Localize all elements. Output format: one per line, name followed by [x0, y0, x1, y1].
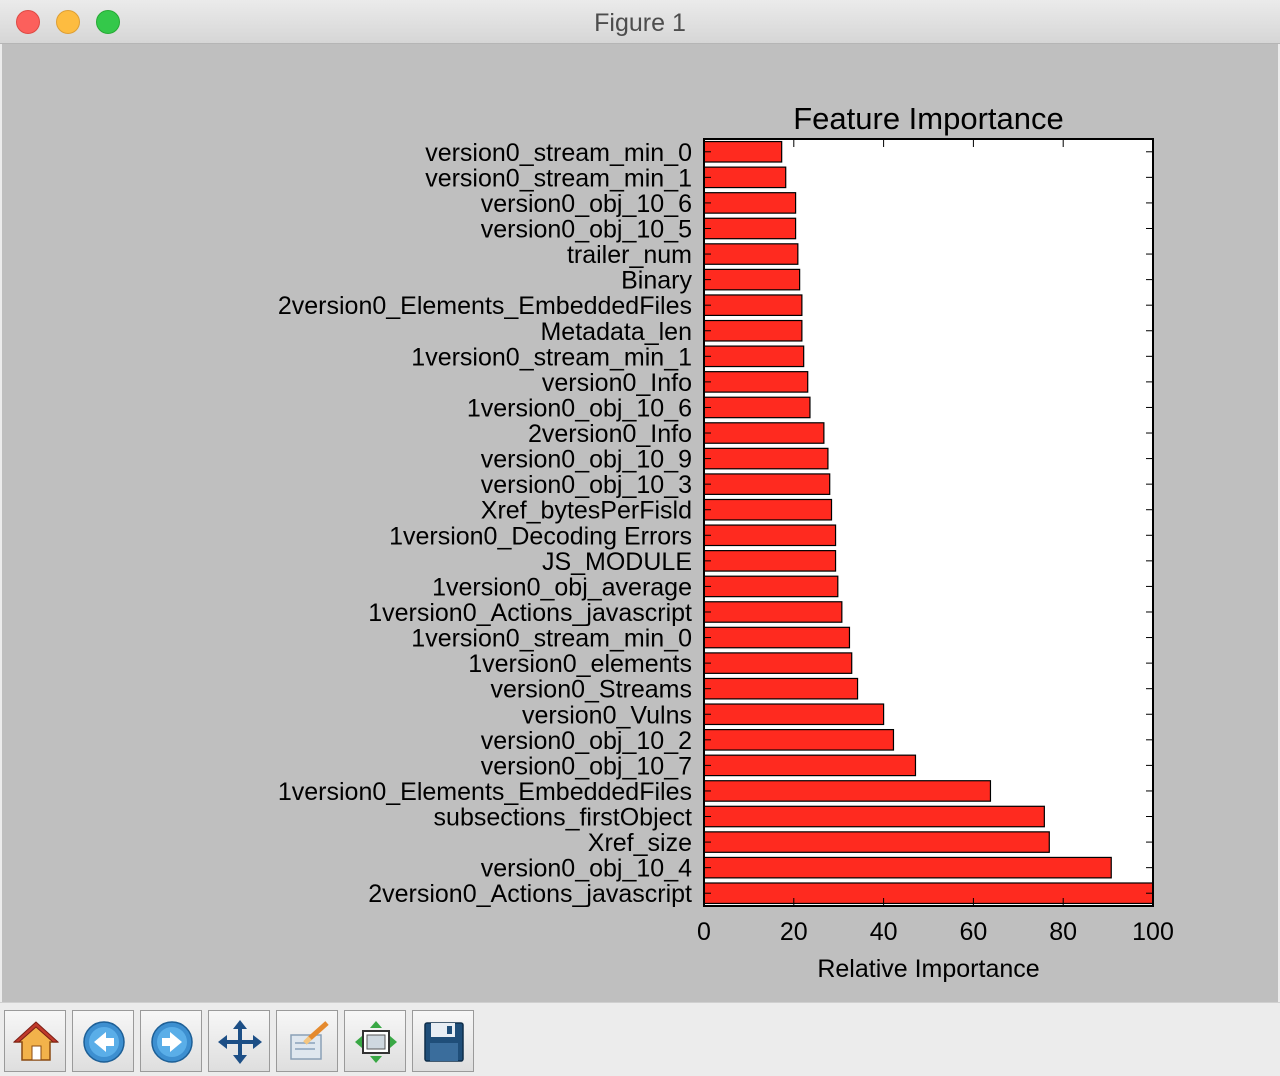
home-button[interactable]	[4, 1010, 66, 1072]
close-window-button[interactable]	[16, 10, 40, 34]
maximize-window-button[interactable]	[96, 10, 120, 34]
zoom-rect-icon	[290, 1021, 329, 1060]
y-tick-label: 1version0_obj_10_6	[467, 394, 692, 422]
y-tick-label: 2version0_Info	[528, 420, 692, 448]
y-tick-label: JS_MODULE	[542, 548, 692, 576]
bar	[703, 345, 805, 368]
save-button[interactable]	[412, 1010, 474, 1072]
x-tick-label: 20	[780, 918, 808, 946]
navigation-toolbar	[0, 1002, 1280, 1076]
pan-icon	[218, 1020, 262, 1064]
y-tick-label: 1version0_stream_min_1	[411, 343, 692, 371]
subplots-icon	[355, 1021, 397, 1063]
y-tick-label: 1version0_Actions_javascript	[368, 599, 692, 627]
y-tick-label: version0_obj_10_3	[481, 471, 692, 499]
y-tick-label: Xref_size	[588, 829, 692, 857]
bar	[703, 524, 837, 547]
y-tick-label: version0_obj_10_4	[481, 855, 692, 883]
bar	[703, 319, 803, 342]
bar	[703, 831, 1050, 853]
y-tick-label: version0_obj_10_6	[481, 190, 692, 218]
bar	[703, 703, 885, 726]
x-tick-label: 40	[870, 918, 898, 946]
bar	[703, 396, 811, 419]
y-tick-label: 1version0_obj_average	[432, 573, 692, 601]
plot-area	[704, 139, 1153, 906]
bar	[703, 805, 1045, 828]
y-tick-label: subsections_firstObject	[434, 804, 693, 832]
plot-frame	[703, 138, 1154, 907]
x-tick-label: 60	[959, 918, 987, 946]
bar	[703, 243, 799, 265]
title-bar: Figure 1	[0, 0, 1280, 44]
y-tick-label: trailer_num	[567, 241, 692, 269]
y-tick-label: version0_obj_10_9	[481, 446, 692, 474]
x-tick-label: 80	[1049, 918, 1077, 946]
bar	[703, 268, 801, 291]
x-axis-label: Relative Importance	[817, 955, 1039, 983]
back-button[interactable]	[72, 1010, 134, 1072]
bar	[703, 754, 917, 777]
home-icon	[13, 1021, 59, 1061]
bar	[703, 447, 829, 470]
pan-button[interactable]	[208, 1010, 270, 1072]
x-tick-label: 0	[697, 918, 711, 946]
y-tick-label: 1version0_Decoding Errors	[389, 522, 692, 550]
y-tick-label: 2version0_Actions_javascript	[368, 880, 692, 908]
y-tick-label: 1version0_Elements_EmbeddedFiles	[278, 778, 692, 806]
y-tick-label: version0_stream_min_0	[425, 139, 692, 167]
y-tick-label: version0_obj_10_7	[481, 752, 692, 780]
bar	[703, 601, 843, 623]
bar	[703, 652, 853, 674]
bar	[703, 473, 831, 495]
y-tick-label: 2version0_Elements_EmbeddedFiles	[278, 292, 692, 320]
y-tick-label: Xref_bytesPerFisld	[481, 497, 692, 525]
bar	[703, 422, 825, 444]
bar	[703, 166, 787, 189]
bar	[703, 677, 859, 700]
y-tick-label: 1version0_stream_min_0	[411, 625, 692, 653]
y-tick-label: version0_obj_10_5	[481, 215, 692, 243]
y-tick-label: version0_Info	[542, 369, 692, 397]
minimize-window-button[interactable]	[56, 10, 80, 34]
y-tick-label: version0_Streams	[491, 676, 692, 704]
bar	[703, 140, 783, 163]
save-icon	[424, 1022, 464, 1062]
bar	[703, 780, 992, 802]
bar	[703, 371, 809, 393]
y-tick-label: Metadata_len	[540, 318, 692, 346]
y-tick-label: Binary	[621, 267, 692, 295]
forward-button[interactable]	[140, 1010, 202, 1072]
figure-canvas: version0_stream_min_0 version0_stream_min…	[2, 44, 1278, 1002]
bar	[703, 217, 797, 240]
x-tick-label: 100	[1132, 918, 1174, 946]
bar	[703, 575, 839, 598]
bar	[703, 728, 895, 751]
bar	[703, 498, 833, 521]
y-tick-label: 1version0_elements	[468, 650, 692, 678]
y-tick-label: version0_stream_min_1	[425, 164, 692, 192]
bar	[703, 192, 797, 214]
chart-title: Feature Importance	[793, 101, 1064, 136]
zoom-rect-button[interactable]	[276, 1010, 338, 1072]
feature-importance-chart: version0_stream_min_0version0_stream_min…	[278, 101, 1174, 983]
subplots-button[interactable]	[344, 1010, 406, 1072]
window-title: Figure 1	[594, 9, 686, 37]
back-arrow-icon	[83, 1021, 125, 1063]
y-tick-label: version0_obj_10_2	[481, 727, 692, 755]
bar	[703, 550, 837, 572]
bar	[703, 856, 1112, 879]
bar	[703, 294, 803, 317]
y-tick-label: version0_Vulns	[522, 701, 692, 729]
bar	[703, 626, 851, 649]
bar	[703, 882, 1154, 905]
forward-arrow-icon	[151, 1021, 193, 1063]
